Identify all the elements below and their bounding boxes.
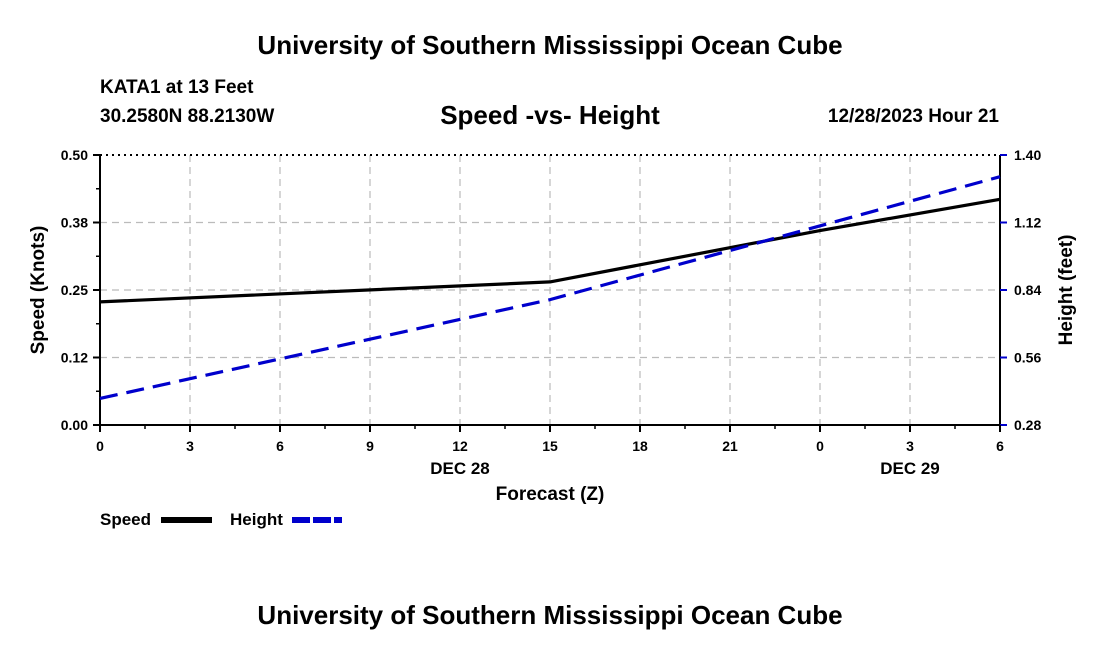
- station-label: KATA1 at 13 Feet: [100, 77, 254, 98]
- y-tick-label-left: 0.50: [61, 147, 88, 163]
- y-tick-label-right: 0.56: [1014, 350, 1041, 366]
- x-tick-label: 6: [996, 438, 1004, 454]
- legend-label-height: Height: [230, 510, 283, 529]
- x-tick-label: 15: [542, 438, 558, 454]
- footer-title: University of Southern Mississippi Ocean…: [257, 600, 843, 630]
- y-tick-label-left: 0.38: [61, 215, 88, 231]
- x-date-label: DEC 29: [880, 459, 940, 478]
- x-tick-label: 21: [722, 438, 738, 454]
- y-tick-label-left: 0.25: [61, 282, 88, 298]
- coordinates-label: 30.2580N 88.2130W: [100, 106, 275, 127]
- y-tick-label-right: 1.12: [1014, 215, 1041, 231]
- x-tick-label: 18: [632, 438, 648, 454]
- y-axis-title-right: Height (feet): [1056, 235, 1077, 346]
- x-tick-label: 9: [366, 438, 374, 454]
- legend-label-speed: Speed: [100, 510, 151, 529]
- y-axis-title-left: Speed (Knots): [28, 226, 49, 355]
- x-tick-label: 0: [816, 438, 824, 454]
- y-tick-label-right: 1.40: [1014, 147, 1041, 163]
- chart-title: University of Southern Mississippi Ocean…: [257, 30, 843, 60]
- y-tick-label-right: 0.28: [1014, 417, 1041, 433]
- x-tick-label: 6: [276, 438, 284, 454]
- y-tick-label-left: 0.00: [61, 417, 88, 433]
- y-tick-label-left: 0.12: [61, 350, 88, 366]
- series-line-height: [99, 175, 1001, 401]
- series-line-speed: [99, 197, 1001, 304]
- chart-subtitle: Speed -vs- Height: [440, 100, 660, 130]
- x-axis-title: Forecast (Z): [496, 484, 605, 505]
- datetime-label: 12/28/2023 Hour 21: [827, 106, 999, 127]
- x-tick-label: 3: [906, 438, 914, 454]
- x-date-label: DEC 28: [430, 459, 490, 478]
- x-tick-label: 12: [452, 438, 468, 454]
- y-tick-label-right: 0.84: [1014, 282, 1041, 298]
- x-tick-label: 0: [96, 438, 104, 454]
- x-tick-label: 3: [186, 438, 194, 454]
